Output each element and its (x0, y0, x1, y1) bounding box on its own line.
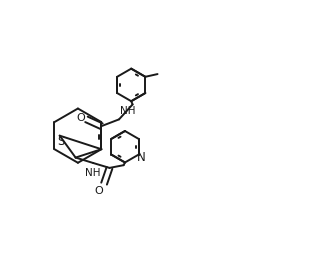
Text: O: O (76, 113, 85, 123)
Text: S: S (57, 135, 64, 148)
Text: NH: NH (85, 168, 100, 178)
Text: NH: NH (120, 106, 135, 116)
Text: N: N (136, 151, 145, 164)
Text: O: O (95, 186, 104, 196)
